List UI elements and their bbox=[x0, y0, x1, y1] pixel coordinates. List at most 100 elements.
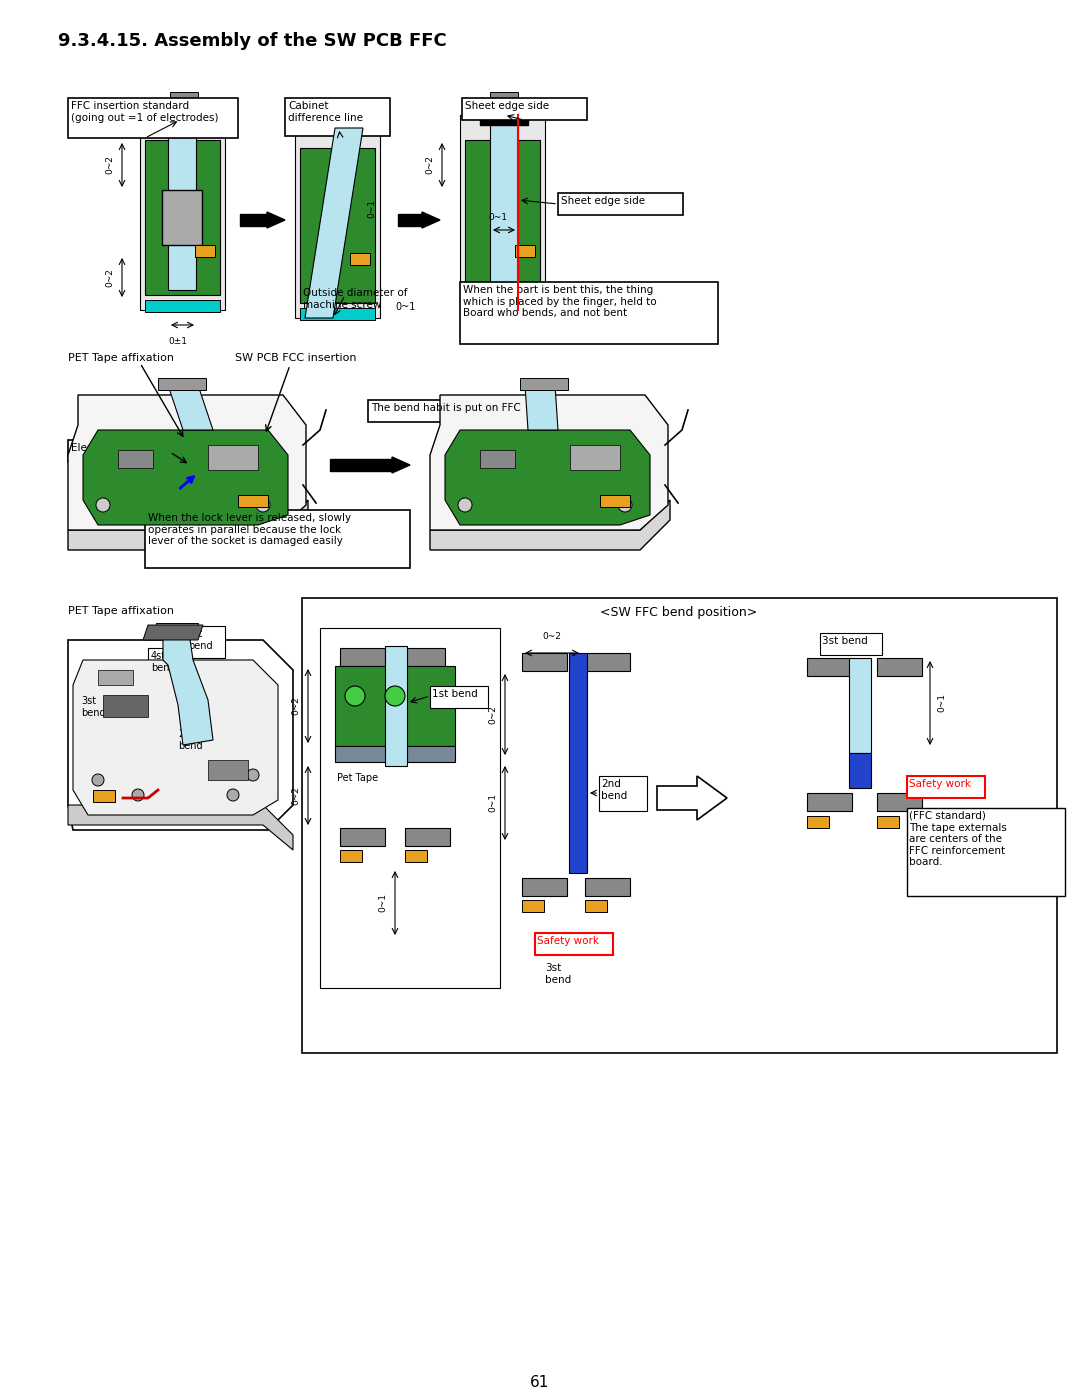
Text: 0±1: 0±1 bbox=[168, 337, 188, 346]
Bar bbox=[93, 789, 114, 802]
Bar bbox=[510, 115, 513, 120]
Text: PET Tape affixation: PET Tape affixation bbox=[68, 606, 174, 616]
Bar bbox=[98, 671, 133, 685]
Bar bbox=[300, 307, 375, 320]
Circle shape bbox=[227, 789, 239, 800]
Bar bbox=[300, 148, 375, 303]
Polygon shape bbox=[267, 212, 285, 228]
Bar bbox=[350, 253, 370, 265]
Bar bbox=[430, 686, 488, 708]
Text: 0~2: 0~2 bbox=[426, 155, 434, 175]
Text: SW PCB FCC insertion: SW PCB FCC insertion bbox=[235, 353, 356, 363]
Bar bbox=[148, 648, 188, 680]
Bar bbox=[168, 115, 195, 291]
Bar bbox=[462, 98, 588, 120]
Bar bbox=[330, 460, 392, 471]
Bar bbox=[522, 877, 567, 895]
Text: 0~1: 0~1 bbox=[488, 212, 508, 222]
Bar bbox=[877, 793, 922, 812]
Bar bbox=[400, 648, 445, 666]
Text: 1st bend: 1st bend bbox=[432, 689, 477, 698]
Bar bbox=[522, 652, 567, 671]
Text: (FFC standard)
The tape externals
are centers of the
FFC reinforcement
board.: (FFC standard) The tape externals are ce… bbox=[909, 812, 1007, 868]
Bar bbox=[907, 807, 1065, 895]
Text: 0~2: 0~2 bbox=[292, 787, 300, 806]
Bar bbox=[599, 775, 647, 812]
Text: 2nd
bend: 2nd bend bbox=[600, 780, 627, 800]
Polygon shape bbox=[657, 775, 727, 820]
Circle shape bbox=[256, 497, 270, 511]
Bar bbox=[570, 446, 620, 469]
Text: Safety work: Safety work bbox=[909, 780, 971, 789]
Bar bbox=[807, 658, 852, 676]
Bar bbox=[600, 495, 630, 507]
Polygon shape bbox=[143, 624, 203, 640]
Circle shape bbox=[618, 497, 632, 511]
Text: <SW FFC bend position>: <SW FFC bend position> bbox=[600, 606, 758, 619]
Bar bbox=[384, 645, 407, 766]
Bar bbox=[877, 658, 922, 676]
Bar bbox=[78, 693, 118, 725]
Polygon shape bbox=[305, 129, 363, 319]
Bar bbox=[515, 244, 535, 257]
Bar bbox=[490, 92, 518, 103]
Polygon shape bbox=[68, 395, 306, 529]
Bar bbox=[585, 900, 607, 912]
Bar bbox=[465, 140, 540, 295]
Bar bbox=[399, 214, 422, 226]
Text: Outside diameter of
machine screw: Outside diameter of machine screw bbox=[303, 288, 407, 310]
Text: 0~2: 0~2 bbox=[292, 697, 300, 715]
Text: Safety work: Safety work bbox=[537, 936, 599, 946]
Polygon shape bbox=[83, 430, 288, 525]
Bar bbox=[498, 115, 501, 120]
Text: When the part is bent this, the thing
which is placed by the finger, held to
Boa: When the part is bent this, the thing wh… bbox=[463, 285, 657, 319]
Bar bbox=[158, 379, 206, 390]
Circle shape bbox=[384, 686, 405, 705]
Bar bbox=[68, 440, 170, 462]
Text: 4st
bend: 4st bend bbox=[151, 651, 176, 672]
Bar bbox=[405, 828, 450, 847]
Text: 1st
bend: 1st bend bbox=[188, 629, 213, 651]
Bar bbox=[320, 629, 500, 988]
Bar bbox=[335, 746, 455, 761]
Text: 0~2: 0~2 bbox=[488, 705, 498, 725]
Polygon shape bbox=[68, 805, 293, 849]
Text: 61: 61 bbox=[530, 1375, 550, 1390]
Bar bbox=[68, 98, 238, 138]
Bar bbox=[285, 98, 390, 136]
Bar bbox=[558, 193, 683, 215]
Bar bbox=[145, 510, 410, 569]
Bar bbox=[820, 633, 882, 655]
Text: 0~2: 0~2 bbox=[106, 155, 114, 175]
Text: Pet Tape: Pet Tape bbox=[337, 773, 378, 782]
Text: When the lock lever is released, slowly
operates in parallel because the lock
le: When the lock lever is released, slowly … bbox=[148, 513, 351, 546]
Bar bbox=[368, 400, 561, 422]
Polygon shape bbox=[430, 395, 669, 529]
Bar bbox=[849, 658, 870, 753]
Bar bbox=[302, 598, 1057, 1053]
Bar bbox=[295, 123, 380, 319]
Circle shape bbox=[92, 774, 104, 787]
Bar bbox=[807, 793, 852, 812]
Bar bbox=[145, 140, 220, 295]
Bar bbox=[480, 101, 528, 124]
Text: 0~1: 0~1 bbox=[367, 198, 376, 218]
Bar bbox=[170, 92, 198, 103]
Bar bbox=[185, 626, 225, 658]
Bar bbox=[480, 450, 515, 468]
Bar bbox=[535, 933, 613, 956]
Bar bbox=[118, 450, 153, 468]
Text: 3st bend: 3st bend bbox=[822, 636, 867, 645]
Bar bbox=[849, 753, 870, 788]
Bar bbox=[145, 300, 220, 312]
Bar bbox=[175, 726, 215, 759]
Bar bbox=[240, 214, 267, 226]
Bar bbox=[460, 282, 718, 344]
Text: FFC insertion standard
(going out =1 of electrodes): FFC insertion standard (going out =1 of … bbox=[71, 101, 218, 123]
Circle shape bbox=[247, 768, 259, 781]
Bar bbox=[103, 694, 148, 717]
Bar bbox=[494, 115, 497, 120]
Bar bbox=[162, 190, 202, 244]
Polygon shape bbox=[525, 386, 558, 430]
Bar bbox=[195, 244, 215, 257]
